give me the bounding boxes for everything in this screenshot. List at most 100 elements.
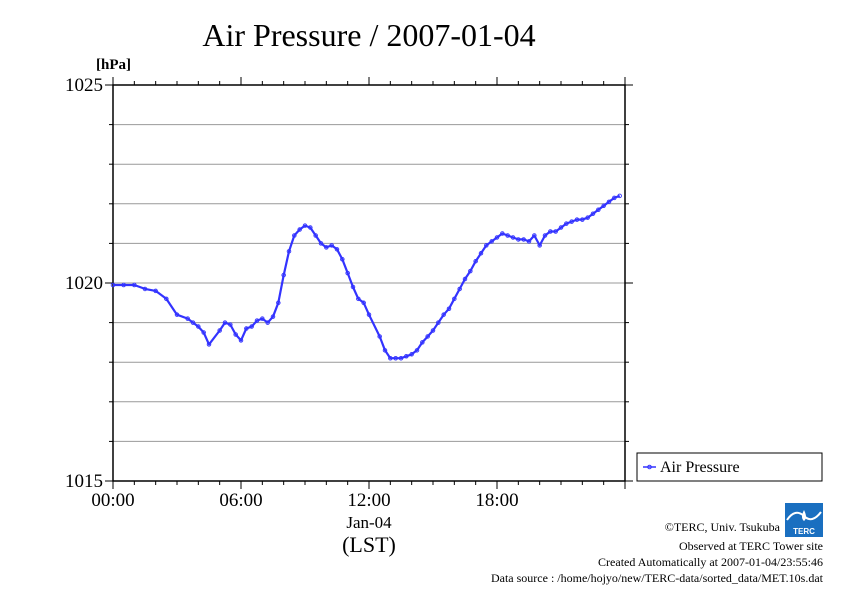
data-point xyxy=(164,296,169,302)
data-point xyxy=(430,328,436,333)
data-point xyxy=(436,320,441,325)
y-tick-label-1020: 1020 xyxy=(65,273,103,294)
data-point xyxy=(217,328,222,333)
terc-logo: TERC xyxy=(785,503,823,537)
data-point xyxy=(574,217,580,222)
observed-site-text: Observed at TERC Tower site xyxy=(679,539,823,553)
series-air-pressure xyxy=(110,193,622,361)
legend: Air Pressure xyxy=(636,452,823,482)
data-point xyxy=(489,239,494,244)
data-point xyxy=(222,320,228,325)
data-point xyxy=(313,233,318,238)
data-point xyxy=(420,340,425,345)
data-point xyxy=(494,235,500,240)
data-point xyxy=(196,324,201,329)
data-point xyxy=(265,320,270,325)
data-point xyxy=(548,229,553,234)
data-point xyxy=(457,286,462,292)
data-point xyxy=(617,193,622,199)
y-tick-label-1015: 1015 xyxy=(65,471,103,492)
data-point xyxy=(478,251,484,256)
data-point xyxy=(324,245,329,250)
y-axis-unit-label: [hPa] xyxy=(96,57,131,73)
data-point xyxy=(302,223,308,228)
data-point xyxy=(174,312,180,317)
data-point xyxy=(110,282,116,288)
legend-label: Air Pressure xyxy=(660,459,740,476)
data-point xyxy=(334,247,340,252)
y-tick-label-1025: 1025 xyxy=(65,75,103,96)
data-point xyxy=(153,288,158,294)
data-point xyxy=(233,332,238,337)
data-point xyxy=(238,338,244,343)
data-point xyxy=(606,199,612,205)
data-point xyxy=(276,300,281,306)
data-point xyxy=(350,284,356,290)
y-tick-labels: 1015 1020 1025 xyxy=(65,75,103,492)
data-point xyxy=(532,233,537,238)
data-point xyxy=(564,221,569,226)
data-point xyxy=(414,348,420,353)
logo-text: TERC xyxy=(793,527,815,536)
x-tick-labels: 00:00 06:00 12:00 18:00 xyxy=(91,490,518,511)
x-tick-label-1200: 12:00 xyxy=(347,490,390,511)
legend-box xyxy=(636,452,823,482)
data-point xyxy=(542,233,548,238)
data-point xyxy=(526,239,532,244)
data-point xyxy=(500,231,505,236)
data-point xyxy=(356,296,361,302)
x-axis-date-label: Jan-04 xyxy=(346,513,392,532)
data-point xyxy=(308,225,313,230)
data-point xyxy=(260,316,265,321)
data-point xyxy=(601,203,606,209)
data-point xyxy=(468,268,473,274)
data-point xyxy=(382,348,388,353)
data-point xyxy=(228,322,233,327)
data-point xyxy=(270,314,276,319)
data-point xyxy=(462,276,468,282)
data-point xyxy=(366,312,372,317)
data-point xyxy=(244,326,249,331)
data-point xyxy=(297,227,302,232)
series-line-air-pressure xyxy=(113,194,621,360)
data-point xyxy=(292,233,297,238)
data-point xyxy=(281,272,286,278)
data-point xyxy=(505,233,510,238)
data-point xyxy=(249,324,254,329)
data-point xyxy=(425,334,430,339)
data-point xyxy=(510,235,516,240)
data-point xyxy=(377,334,382,339)
data-point xyxy=(537,243,542,248)
data-point xyxy=(388,355,393,361)
axis-ticks xyxy=(105,77,633,489)
data-point xyxy=(201,330,206,335)
data-point xyxy=(254,318,260,323)
data-point xyxy=(484,243,489,248)
grid-lines xyxy=(113,124,625,442)
data-point xyxy=(121,282,126,288)
data-point xyxy=(409,352,414,357)
data-point xyxy=(286,249,292,254)
data-point xyxy=(206,342,212,347)
data-point xyxy=(185,316,190,321)
x-tick-label-0000: 00:00 xyxy=(91,490,134,511)
data-point xyxy=(590,211,596,216)
data-point xyxy=(393,355,398,361)
data-point xyxy=(340,256,345,262)
copyright-text: ©TERC, Univ. Tsukuba xyxy=(665,520,781,534)
data-point xyxy=(345,270,350,276)
data-point xyxy=(318,241,324,246)
data-point xyxy=(446,306,452,311)
data-point xyxy=(404,354,409,359)
data-point xyxy=(612,195,617,201)
data-point xyxy=(142,286,148,292)
data-point xyxy=(452,296,457,302)
chart-title: Air Pressure / 2007-01-04 xyxy=(202,17,535,53)
data-source-text: Data source : /home/hojyo/new/TERC-data/… xyxy=(491,571,824,585)
data-point xyxy=(441,312,446,317)
data-point xyxy=(398,355,404,361)
data-point xyxy=(553,229,558,234)
data-point xyxy=(580,217,585,222)
data-point xyxy=(473,258,478,264)
